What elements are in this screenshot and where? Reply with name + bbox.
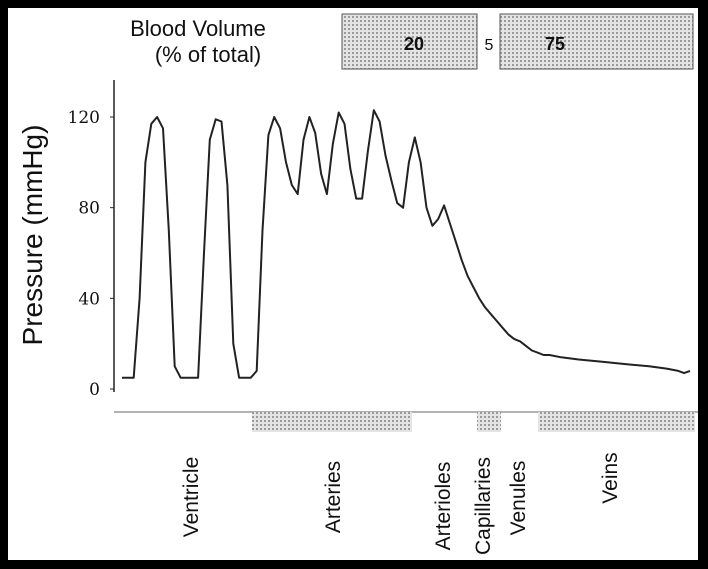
- segment-label-venules: Venules: [507, 461, 530, 536]
- segment-label-ventricle: Ventricle: [180, 457, 203, 538]
- y-tick-label: 40: [78, 289, 100, 309]
- y-tick-label: 0: [89, 380, 100, 400]
- pressure-curve: [122, 109, 691, 379]
- segment-label-capillaries: Capillaries: [472, 457, 495, 555]
- blood-volume-label: Blood Volume: [130, 16, 266, 41]
- arterial-volume-value: 20: [404, 34, 424, 54]
- arterial-volume-box: [341, 13, 478, 70]
- veins-segment-bar: [538, 412, 695, 432]
- arteries-segment-bar: [252, 412, 412, 432]
- panel-background: [8, 8, 698, 560]
- segment-label-veins: Veins: [599, 452, 622, 503]
- capillary-volume-value: 5: [485, 37, 494, 54]
- y-axis-label: Pressure (mmHg): [17, 125, 48, 346]
- venous-volume-box: [499, 13, 694, 70]
- capillaries-segment-bar: [477, 412, 501, 432]
- segment-label-arterioles: Arterioles: [432, 462, 455, 551]
- y-ticks: 0 40 80 120: [68, 108, 114, 400]
- venous-volume-value: 75: [545, 34, 565, 54]
- blood-volume-sublabel: (% of total): [155, 42, 261, 67]
- segment-label-arteries: Arteries: [322, 461, 345, 533]
- y-tick-label: 120: [68, 108, 100, 128]
- y-tick-label: 80: [78, 199, 100, 219]
